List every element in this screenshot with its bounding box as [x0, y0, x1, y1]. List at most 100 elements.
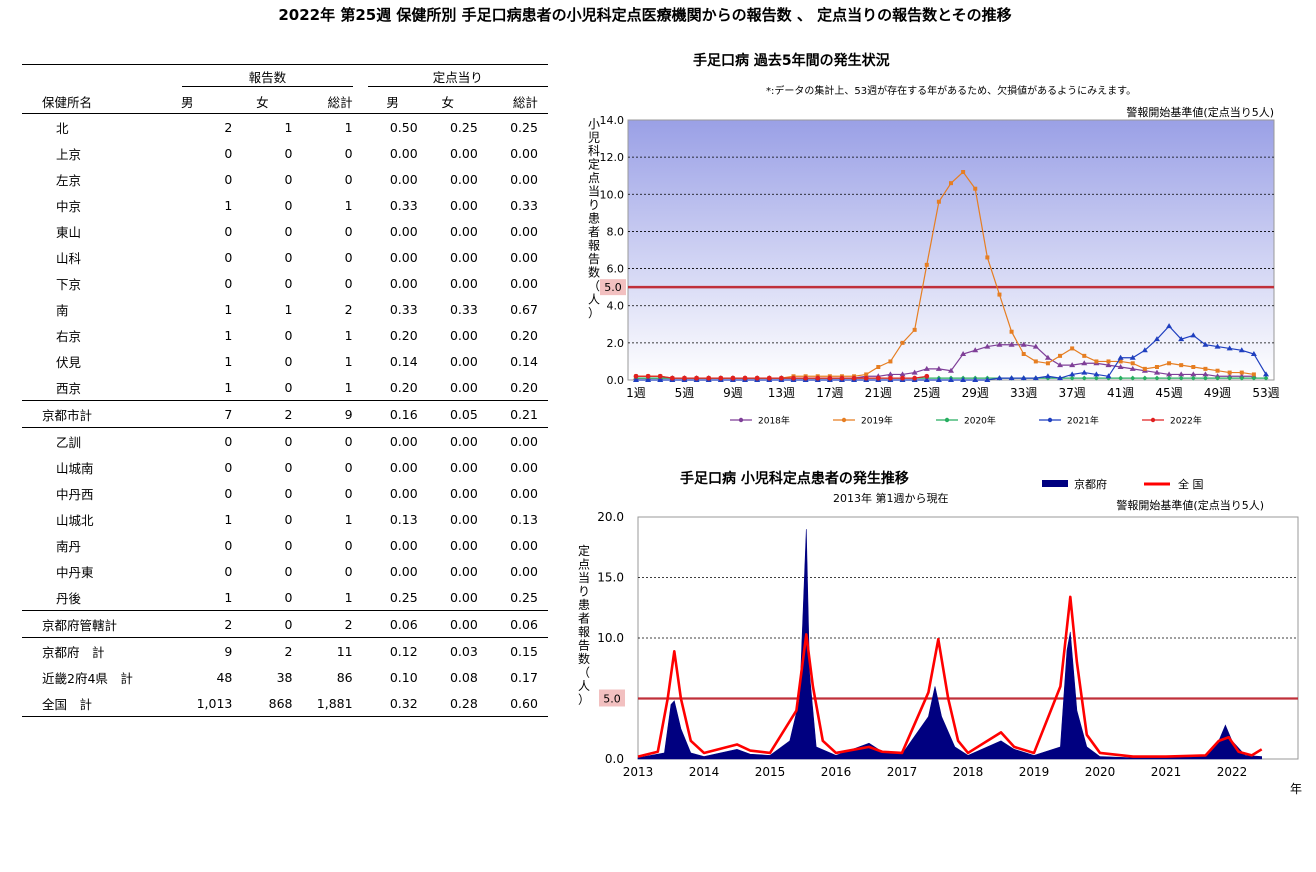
chart1-point — [1202, 341, 1209, 347]
cell-male: 1 — [224, 327, 233, 343]
cell-male: 0 — [224, 563, 233, 579]
chart2-x-tick-label: 2021 — [1151, 765, 1182, 779]
chart1-point — [900, 340, 905, 345]
cell-per-female: 0.00 — [449, 537, 478, 553]
chart1-legend-label: 2018年 — [758, 415, 790, 427]
chart2-y-axis-label-char: 告 — [578, 639, 590, 653]
chart1-point — [984, 377, 991, 382]
cell-per-total: 0.17 — [510, 669, 538, 685]
chart1-point — [924, 373, 930, 379]
cell-name: 山科 — [56, 250, 82, 266]
cell-total: 1 — [344, 197, 353, 213]
chart1-y-axis-label: 小児科定点当り患者報告数（人） — [588, 117, 600, 320]
cell-female: 0 — [284, 459, 293, 475]
chart1-title: 手足口病 過去5年間の発生状況 — [693, 53, 890, 69]
chart2-x-tick-label: 2019 — [1019, 765, 1050, 779]
cell-male: 2 — [142, 610, 233, 638]
chart2-svg: 0.05.010.015.020.05.0警報開始基準値(定点当り5人)2013… — [578, 477, 1302, 796]
chart1-point — [1105, 362, 1112, 368]
chart1-point — [1238, 347, 1245, 353]
chart2-y-axis-label-char: 当 — [578, 571, 590, 585]
chart1-point — [1263, 375, 1269, 381]
chart1-point — [1032, 343, 1039, 349]
col-per-female: 女 — [417, 89, 478, 114]
cell-total: 1 — [344, 119, 353, 135]
chart1-point — [1190, 332, 1197, 338]
chart1-point — [863, 375, 869, 381]
chart1-point — [996, 375, 1003, 381]
cell-per-total: 0.20 — [510, 379, 538, 395]
chart1-point — [1154, 375, 1160, 381]
table-row: 丹後 1 0 1 0.25 0.00 0.25 — [22, 584, 548, 611]
chart1-legend-label: 2022年 — [1170, 415, 1202, 427]
cell-name: 乙訓 — [56, 434, 82, 450]
chart1-point — [645, 377, 652, 382]
cell-per-male: 0.00 — [389, 433, 418, 449]
chart1-point — [1106, 359, 1111, 364]
chart1-y-tick-label: 0.0 — [607, 374, 625, 387]
chart2-y-axis-label-char: り — [578, 585, 590, 599]
chart2-y-axis-label-char: 点 — [578, 558, 590, 572]
chart2-y-axis-label-char: ） — [578, 693, 590, 707]
cell-male: 1 — [224, 589, 233, 605]
cell-per-male: 0.00 — [389, 459, 418, 475]
cell-per-total: 0.00 — [510, 223, 538, 239]
cell-female: 0 — [232, 610, 293, 638]
cell-per-female: 0.00 — [449, 197, 478, 213]
chart2-x-tick-label: 2015 — [755, 765, 786, 779]
chart1-point — [948, 367, 954, 373]
table-row: 左京 0 0 0 0.00 0.00 0.00 — [22, 166, 548, 192]
cell-per-male: 0.00 — [389, 249, 418, 265]
cell-name: 近畿2府4県 計 — [42, 670, 133, 686]
chart1-x-tick-label: 17週 — [816, 386, 843, 400]
chart1-threshold-label: 警報開始基準値(定点当り5人) — [1126, 105, 1274, 119]
chart1-point — [960, 377, 967, 382]
cell-per-male: 0.50 — [389, 119, 418, 135]
chart1-y-axis-label-char: 人 — [588, 293, 600, 307]
chart1-svg: 0.0 2.0 4.0 6.0 8.0 10.0 12.0 14.0 5.0 警報開始基準値(定点… — [588, 105, 1280, 427]
cell-per-male: 0.20 — [389, 327, 418, 343]
chart1-x-tick-label: 25週 — [913, 386, 940, 400]
cell-total: 0 — [344, 145, 353, 161]
cell-name: 東山 — [56, 224, 82, 240]
cell-total: 1,881 — [292, 690, 353, 717]
table-row: 上京 0 0 0 0.00 0.00 0.00 — [22, 140, 548, 166]
cell-per-female: 0.00 — [449, 145, 478, 161]
chart1-point — [657, 373, 663, 379]
chart1-y-tick-label: 4.0 — [607, 300, 625, 313]
cell-per-female: 0.33 — [449, 301, 478, 317]
cell-per-total: 0.06 — [477, 610, 538, 638]
cell-male: 0 — [224, 459, 233, 475]
chart1-legend-marker — [738, 417, 744, 423]
chart1-x-tick-label: 53週 — [1252, 386, 1279, 400]
chart1-point — [876, 365, 881, 369]
cell-male: 0 — [224, 249, 233, 265]
cell-female: 0 — [284, 275, 293, 291]
table-row: 東山 0 0 0 0.00 0.00 0.00 — [22, 218, 548, 244]
chart1-point — [1008, 375, 1015, 381]
chart1-point — [1069, 371, 1076, 377]
chart1-y-axis-label-char: 数 — [588, 265, 600, 280]
table-row: 山城南 0 0 0 0.00 0.00 0.00 — [22, 454, 548, 480]
cell-female: 868 — [232, 690, 293, 717]
chart1-x-tick-label: 33週 — [1010, 386, 1037, 400]
cell-total: 0 — [344, 223, 353, 239]
chart1-point — [1166, 375, 1172, 381]
page-title: 2022年 第25週 保健所別 手足口病患者の小児科定点医療機関からの報告数 、… — [278, 6, 1012, 24]
cell-name: 左京 — [56, 172, 82, 188]
chart1-point — [1227, 370, 1232, 375]
chart2-title: 手足口病 小児科定点患者の発生推移 — [680, 471, 909, 487]
cell-female: 0 — [284, 249, 293, 265]
cell-female: 0 — [284, 353, 293, 369]
cell-name: 西京 — [56, 380, 82, 396]
chart1-point — [1082, 353, 1087, 358]
chart1-point — [984, 343, 991, 349]
chart1-point — [1117, 364, 1124, 369]
chart1-point — [1250, 351, 1257, 356]
cell-male: 1 — [224, 301, 233, 317]
cell-name: 京都府 計 — [22, 637, 143, 664]
chart1-point — [1032, 375, 1039, 381]
chart1-point — [791, 375, 796, 381]
cell-per-total: 0.14 — [510, 353, 538, 369]
chart1-point — [645, 373, 651, 379]
